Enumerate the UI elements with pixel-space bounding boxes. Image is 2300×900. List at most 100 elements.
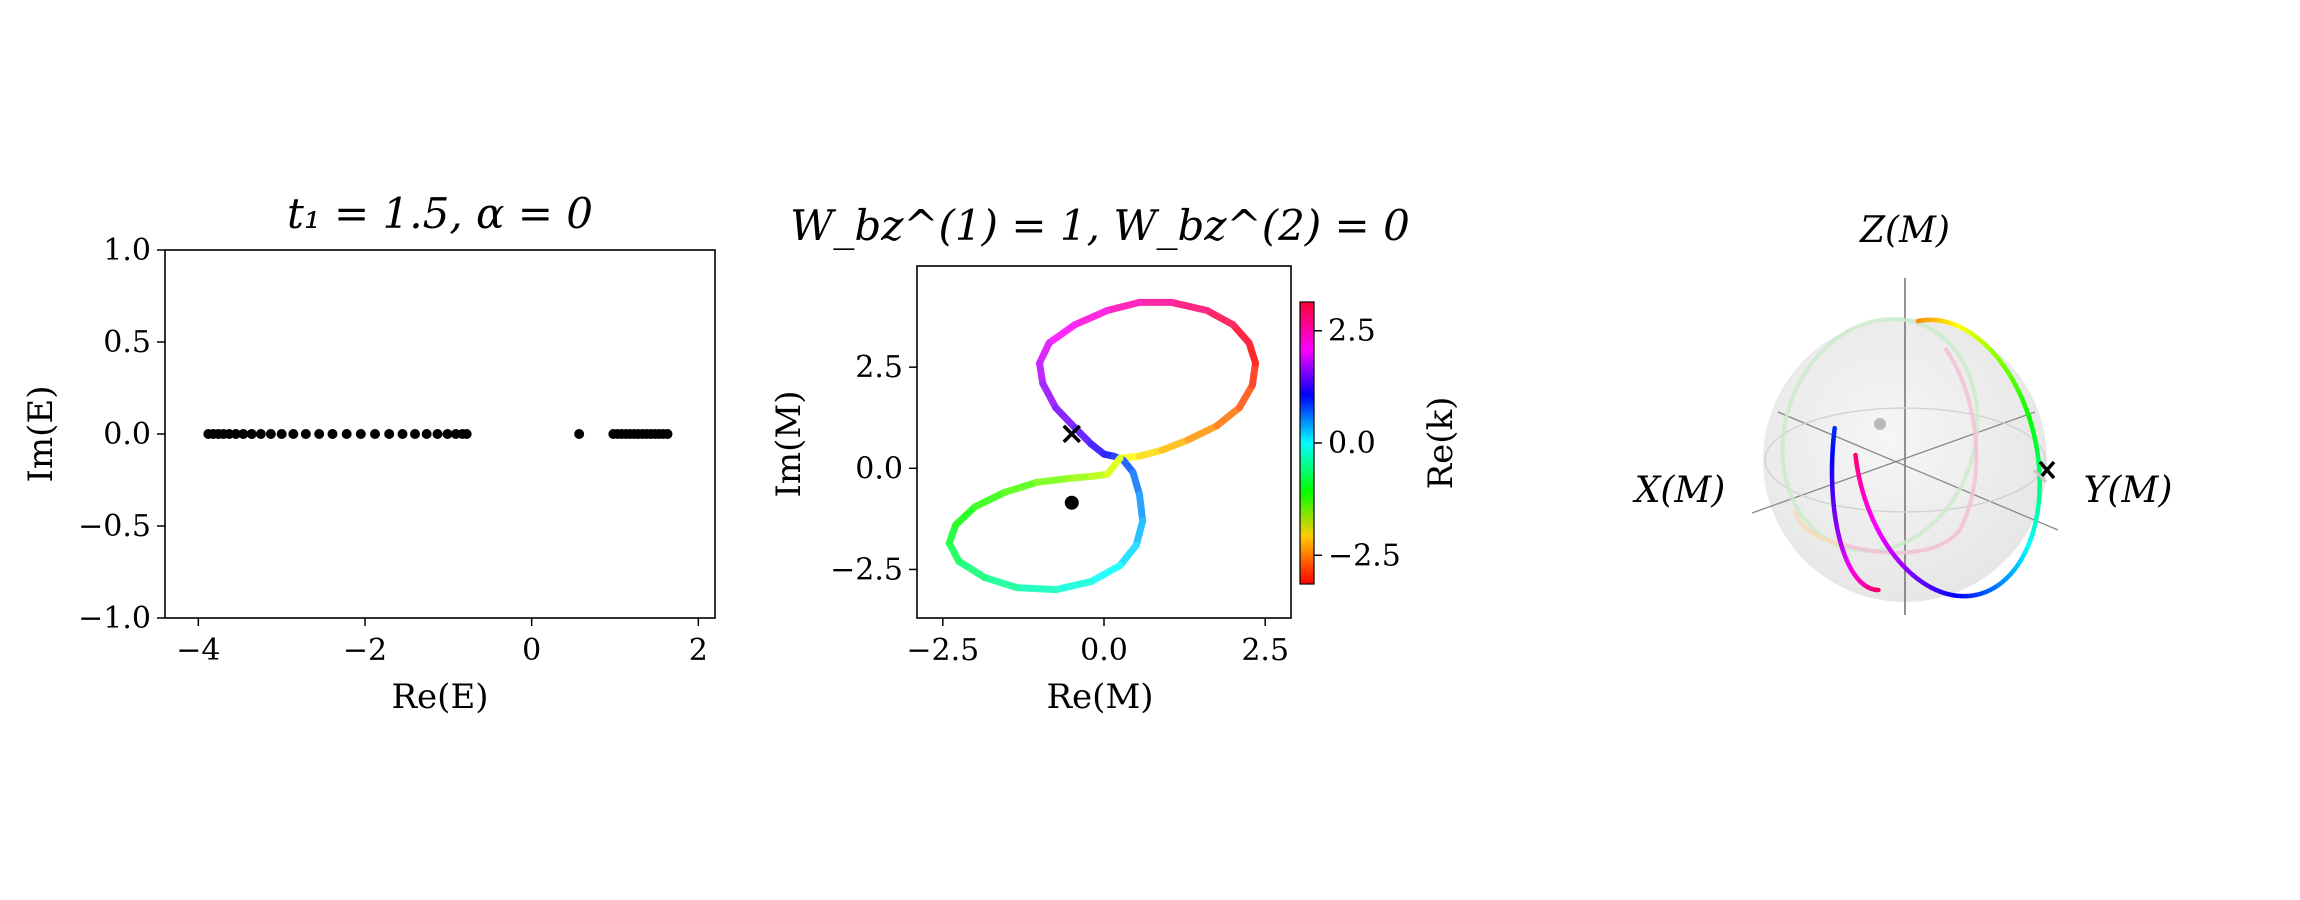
winding-markers — [1062, 424, 1081, 510]
trajectory-segment — [1853, 452, 1859, 465]
energy-point — [255, 429, 266, 439]
winding-curve-segment — [981, 574, 1021, 592]
winding-curve-segment — [1087, 561, 1124, 586]
energy-point — [230, 429, 241, 439]
x-axis-line — [1751, 411, 2036, 514]
energy-x-ticks: −4 −2 0 2 — [176, 618, 708, 668]
x-axis-label: X(M) — [1632, 470, 1726, 511]
winding-curve — [945, 298, 1260, 594]
bloch-dot-marker — [1874, 418, 1886, 430]
winding-dot-marker — [1064, 495, 1079, 510]
colorbar-ticks: 2.5 0.0 −2.5 — [1314, 314, 1401, 573]
bloch-sphere-plot: Z(M) X(M) Y(M) — [1632, 210, 2173, 615]
bloch-x-marker-shadow — [2032, 468, 2048, 484]
energy-x-tick-label: 0 — [522, 633, 541, 668]
energy-point — [288, 429, 299, 439]
energy-point — [355, 429, 366, 439]
winding-y-tick-label: 0.0 — [855, 451, 903, 486]
winding-curve-segment — [1116, 541, 1140, 569]
energy-point — [370, 429, 380, 439]
winding-curve-segment — [955, 557, 989, 582]
energy-x-tick-label: −4 — [176, 633, 220, 668]
energy-x-axis-label: Re(E) — [391, 677, 488, 717]
energy-point — [442, 429, 453, 439]
winding-x-marker-stroke — [1062, 424, 1081, 444]
winding-curve-segment — [952, 503, 979, 529]
energy-point — [410, 429, 420, 439]
winding-y-ticks: 2.5 0.0 −2.5 — [830, 350, 917, 587]
winding-y-tick-label: −2.5 — [830, 552, 903, 587]
energy-y-tick-label: 0.5 — [103, 325, 151, 360]
winding-curve-segment — [1103, 454, 1124, 478]
energy-plot-title: t₁ = 1.5, α = 0 — [287, 189, 593, 238]
winding-curve-segment — [1013, 584, 1060, 594]
energy-point — [421, 429, 432, 439]
energy-point — [662, 429, 673, 439]
winding-x-tick-label: 0.0 — [1080, 633, 1128, 668]
winding-curve-segment — [1132, 517, 1147, 549]
colorbar-tick-label: −2.5 — [1328, 538, 1401, 573]
winding-curve-segment — [1235, 381, 1256, 412]
energy-point — [327, 429, 338, 439]
winding-curve-segment — [1032, 474, 1073, 486]
winding-curve-segment — [1245, 339, 1260, 367]
energy-point — [384, 429, 395, 439]
bloch-x-marker — [2038, 460, 2056, 480]
energy-point — [246, 429, 257, 439]
energy-point — [397, 429, 408, 439]
winding-curve-segment — [1039, 379, 1060, 412]
winding-curve-segment — [1203, 307, 1237, 329]
energy-y-tick-label: −0.5 — [78, 509, 151, 544]
winding-curve-segment — [1129, 468, 1143, 499]
trajectory-back-arc-2 — [1793, 509, 1846, 547]
energy-point — [341, 429, 352, 439]
winding-curve-segment — [1135, 446, 1166, 460]
winding-curve-segment — [971, 489, 1008, 511]
trajectory-segment — [1831, 425, 1837, 437]
energy-point — [432, 429, 443, 439]
winding-curve-segment — [1158, 436, 1192, 454]
energy-point — [276, 429, 287, 439]
energy-y-ticks: 1.0 0.5 0.0 −0.5 −1.0 — [78, 233, 165, 636]
winding-curve-segment — [1045, 321, 1079, 347]
y-axis-label: Y(M) — [2084, 470, 2173, 511]
energy-x-tick-label: 2 — [689, 633, 708, 668]
winding-x-tick-label: 2.5 — [1241, 633, 1289, 668]
y-axis-line — [1777, 411, 2059, 531]
winding-curve-segment — [1184, 422, 1221, 444]
winding-curve-segment — [1229, 321, 1253, 347]
energy-y-tick-label: 0.0 — [103, 417, 151, 452]
energy-x-tick-label: −2 — [343, 633, 387, 668]
colorbar — [1299, 301, 1315, 585]
winding-curve-segment — [1248, 359, 1260, 389]
energy-points — [203, 429, 673, 439]
energy-point — [314, 429, 325, 439]
energy-point — [265, 429, 276, 439]
energy-point — [238, 429, 249, 439]
winding-x-marker — [1062, 424, 1081, 444]
colorbar-tick-label: 0.0 — [1328, 426, 1376, 461]
z-axis-label: Z(M) — [1859, 210, 1950, 251]
colorbar-label: Re(k) — [1421, 397, 1461, 490]
energy-y-tick-label: 1.0 — [103, 233, 151, 268]
winding-curve-segment — [1036, 339, 1053, 367]
winding-x-tick-label: −2.5 — [906, 633, 979, 668]
winding-x-ticks: −2.5 0.0 2.5 — [906, 618, 1289, 668]
winding-loop-plot: W_bz^(1) = 1, W_bz^(2) = 0 −2.5 0.0 2.5 2.… — [769, 201, 1461, 717]
energy-y-tick-label: −1.0 — [78, 601, 151, 636]
energy-point — [461, 429, 472, 439]
winding-y-axis-label: Im(M) — [769, 390, 809, 497]
winding-plot-title: W_bz^(1) = 1, W_bz^(2) = 0 — [790, 201, 1410, 250]
trajectory-back-arc — [1844, 346, 1979, 555]
winding-curve-segment — [1168, 298, 1211, 315]
winding-curve-segment — [1065, 472, 1095, 482]
energy-y-axis-label: Im(E) — [21, 385, 61, 482]
winding-plot-frame — [916, 265, 1292, 619]
winding-curve-segment — [1052, 578, 1095, 594]
colorbar-tick-label: 2.5 — [1328, 314, 1376, 349]
winding-x-axis-label: Re(M) — [1046, 677, 1153, 717]
winding-curve-segment — [1135, 491, 1147, 525]
winding-y-tick-label: 2.5 — [855, 350, 903, 385]
equator-ring — [1764, 407, 2046, 513]
